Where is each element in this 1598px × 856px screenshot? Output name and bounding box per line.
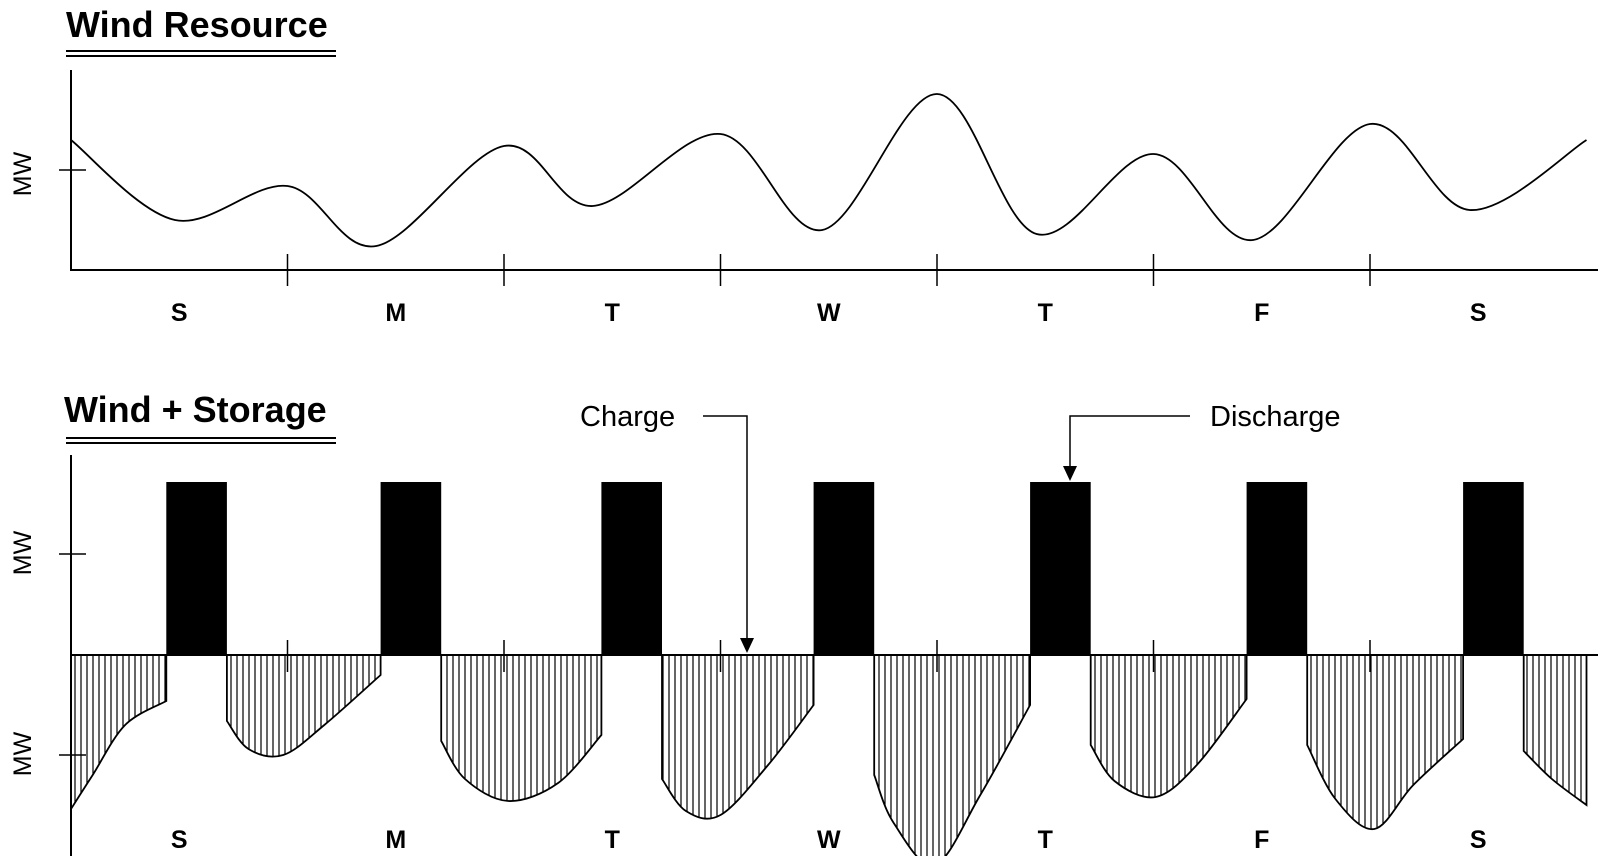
charge-area-outline (1522, 655, 1588, 807)
chart2-day-label: T (1038, 826, 1053, 854)
discharge-bar (813, 482, 875, 655)
charge-area (1523, 655, 1587, 805)
charge-area-outline (873, 655, 1031, 856)
chart1-x-ticks (286, 254, 1371, 286)
chart2-day-label: S (171, 826, 188, 854)
charge-area-outline (1089, 655, 1248, 799)
chart2-day-label: W (817, 826, 841, 854)
chart2-day-label: S (1470, 826, 1487, 854)
charge-areas (70, 655, 1588, 856)
chart1-title: Wind Resource (66, 4, 328, 45)
discharge-bar (1030, 482, 1091, 655)
charge-annotation-arrow-line (703, 415, 748, 638)
discharge-annotation-arrowhead (1063, 466, 1077, 481)
chart1-y-axis-label: MW (9, 151, 37, 196)
discharge-bar (1463, 482, 1524, 655)
wind-resource-chart: Wind Resource MW S M T W T F S (9, 4, 1598, 327)
charge-area (1307, 655, 1464, 830)
discharge-bar (1246, 482, 1308, 655)
chart1-day-label: W (817, 299, 841, 327)
charge-area-outline (440, 655, 603, 802)
wind-resource-line (70, 93, 1587, 248)
chart2-day-label: M (385, 826, 406, 854)
chart1-day-label: T (605, 299, 620, 327)
charge-area (226, 655, 381, 757)
charge-area (1090, 655, 1247, 798)
charge-annotation-arrowhead (740, 638, 754, 653)
chart1-day-label: F (1254, 299, 1269, 327)
charge-area (874, 655, 1031, 856)
discharge-annotation-arrow-line (1069, 415, 1190, 466)
charge-area-outline (70, 655, 168, 813)
charge-area (662, 655, 814, 819)
discharge-bar (601, 482, 662, 655)
charge-area-outline (226, 655, 382, 758)
wind-storage-chart: Wind + Storage MW MW S M T W T F S Charge Disc… (9, 389, 1598, 856)
discharge-bar (166, 482, 227, 655)
chart2-x-ticks (286, 640, 1371, 672)
chart1-day-label: S (1470, 299, 1487, 327)
charge-area (441, 655, 602, 802)
chart2-upper-y-axis-label: MW (9, 530, 37, 575)
discharge-bar (380, 482, 442, 655)
chart2-title: Wind + Storage (64, 389, 327, 430)
charge-annotation-label: Charge (580, 401, 675, 433)
chart1-day-label: S (171, 299, 188, 327)
charge-area-outline (1306, 655, 1464, 830)
discharge-bars (166, 482, 1524, 655)
charge-area-outline (661, 655, 815, 820)
discharge-annotation-label: Discharge (1210, 401, 1341, 433)
chart2-day-label: T (605, 826, 620, 854)
chart2-lower-y-axis-label: MW (9, 731, 37, 776)
chart2-day-label: F (1254, 826, 1269, 854)
chart1-day-label: M (385, 299, 406, 327)
chart1-day-label: T (1038, 299, 1053, 327)
